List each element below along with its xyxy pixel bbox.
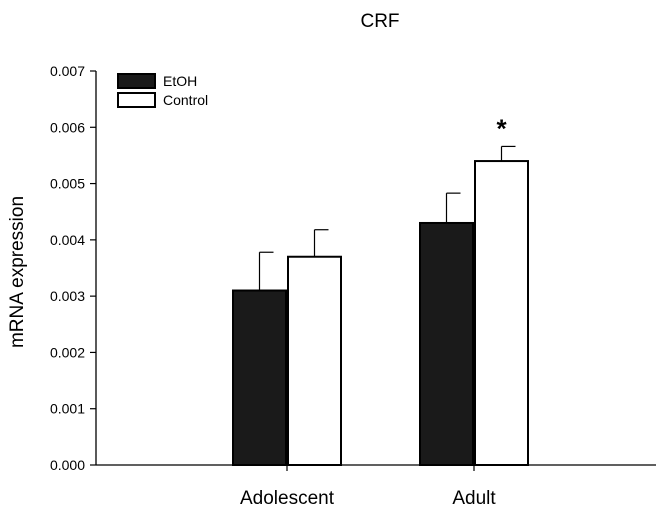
- y-tick-label-4: 0.004: [50, 232, 85, 248]
- x-tick-label-1: Adult: [452, 488, 496, 508]
- legend: EtOH Control: [117, 73, 208, 108]
- y-tick-label-6: 0.006: [50, 119, 85, 135]
- y-tick-label-2: 0.002: [50, 344, 85, 360]
- y-tick-label-7: 0.007: [50, 63, 85, 79]
- bar-control-adolescent: [287, 255, 342, 466]
- y-tick-label-5: 0.005: [50, 176, 85, 192]
- legend-label-control: Control: [163, 92, 208, 108]
- bar-etoh-adolescent: [232, 289, 287, 466]
- legend-swatch-control: [117, 92, 156, 108]
- legend-label-etoh: EtOH: [163, 73, 197, 89]
- significance-marker-0: *: [496, 113, 507, 143]
- x-tick-label-0: Adolescent: [240, 488, 335, 508]
- y-tick-label-3: 0.003: [50, 288, 85, 304]
- y-tick-label-1: 0.001: [50, 401, 85, 417]
- bar-etoh-adult: [419, 221, 474, 466]
- chart-title: CRF: [360, 11, 399, 32]
- plot-area: 0.000 0.001 0.002 0.003 0.004 0.005 0.006 0.007…: [50, 63, 656, 508]
- y-tick-label-0: 0.000: [50, 457, 85, 473]
- y-axis-label: mRNA expression: [7, 196, 28, 348]
- legend-swatch-etoh: [117, 73, 156, 89]
- bar-control-adult: [474, 160, 529, 467]
